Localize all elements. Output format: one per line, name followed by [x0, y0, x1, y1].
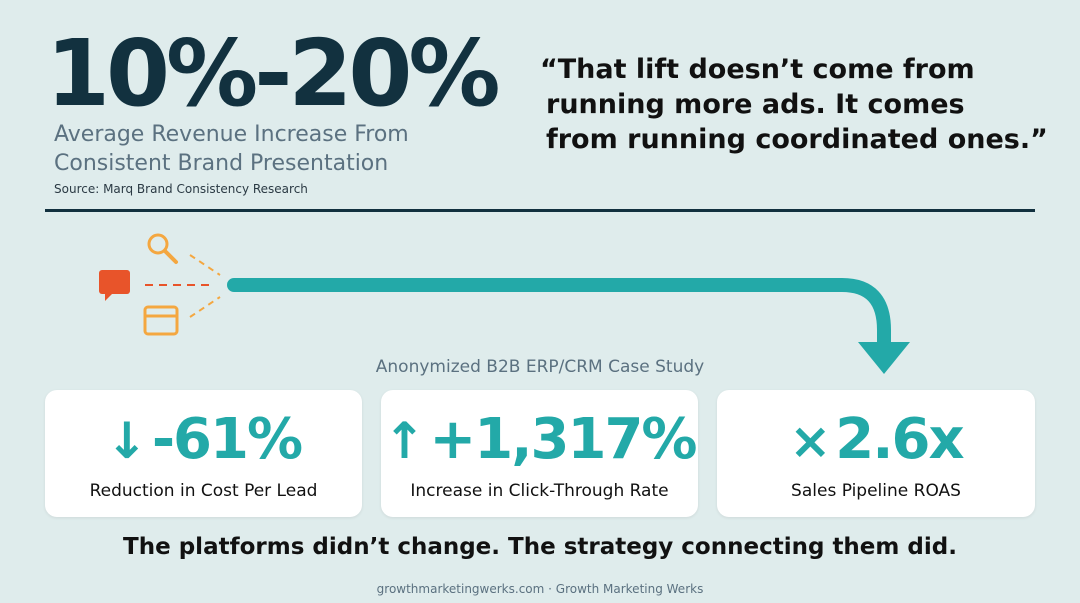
metric-number: +1,317% — [429, 407, 697, 472]
quote-line3: from running coordinated ones.” — [546, 124, 1048, 155]
metric-card-roas: × 2.6x Sales Pipeline ROAS — [717, 390, 1035, 517]
arrow-up-icon: ↑ — [383, 412, 425, 470]
metric-number: 2.6x — [835, 407, 964, 472]
flow-arrow-head — [858, 342, 910, 374]
metric-label: Increase in Click-Through Rate — [410, 481, 669, 501]
flow-arrow — [227, 278, 891, 352]
metric-card-click-through-rate: ↑ +1,317% Increase in Click-Through Rate — [381, 390, 698, 517]
footer-credit: growthmarketingwerks.com · Growth Market… — [376, 582, 704, 596]
section-divider — [45, 209, 1035, 212]
channel-flow-graphic — [99, 233, 910, 374]
quote-line1: “That lift doesn’t come from — [540, 54, 975, 85]
metric-card-cost-per-lead: ↓ -61% Reduction in Cost Per Lead — [45, 390, 362, 517]
stat-description-line1: Average Revenue Increase From — [54, 122, 409, 147]
tagline: The platforms didn’t change. The strateg… — [123, 534, 957, 560]
chat-bubble-icon — [99, 270, 130, 301]
stat-value: 10%-20% — [46, 20, 501, 127]
multiply-icon: × — [789, 412, 831, 470]
metric-value: ↑ +1,317% — [381, 412, 698, 468]
metric-number: -61% — [151, 407, 303, 472]
metric-label: Sales Pipeline ROAS — [791, 481, 961, 501]
arrow-down-icon: ↓ — [105, 412, 148, 470]
search-icon — [147, 233, 178, 264]
metric-value: × 2.6x — [717, 412, 1035, 468]
stat-description: Average Revenue Increase From Consistent… — [54, 120, 409, 178]
metric-label: Reduction in Cost Per Lead — [89, 481, 318, 501]
browser-window-icon — [143, 305, 179, 336]
stat-description-line2: Consistent Brand Presentation — [54, 151, 389, 176]
quote-line2: running more ads. It comes — [546, 89, 965, 120]
metric-value: ↓ -61% — [45, 412, 362, 468]
source-citation: Source: Marq Brand Consistency Research — [54, 182, 308, 196]
pull-quote: “That lift doesn’t come from running mor… — [540, 52, 1048, 157]
case-study-label: Anonymized B2B ERP/CRM Case Study — [375, 357, 705, 377]
